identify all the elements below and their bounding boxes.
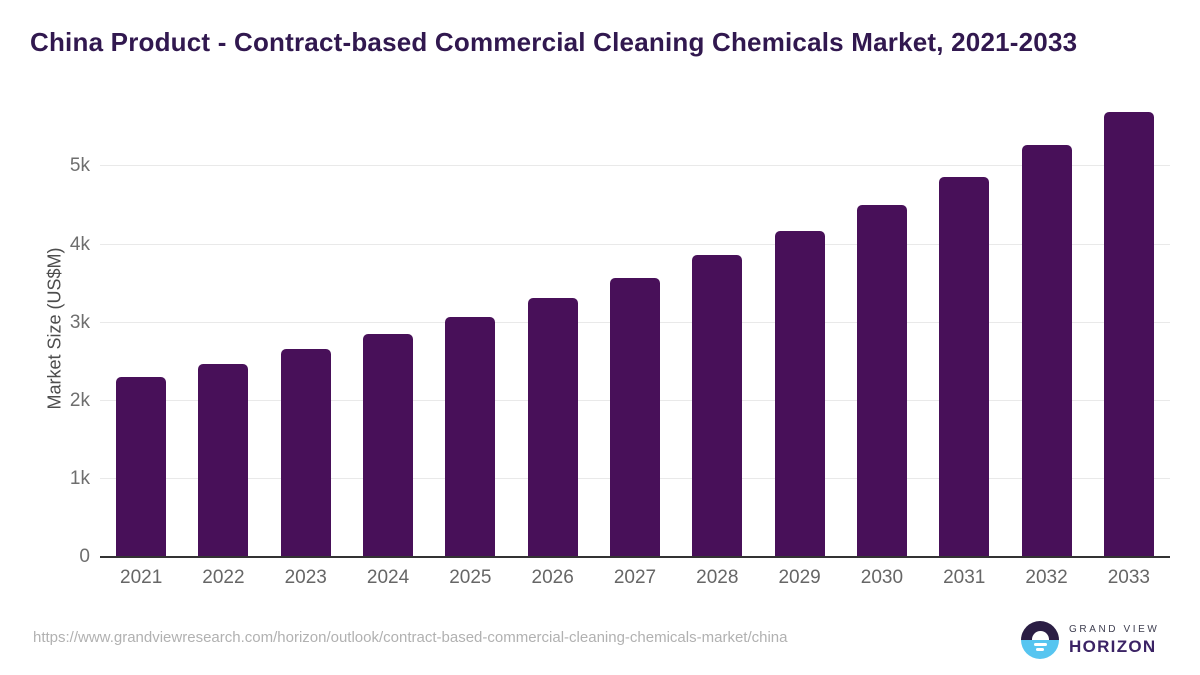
bar-2021[interactable]	[116, 377, 167, 557]
x-axis-line	[100, 556, 1170, 558]
bar-2029[interactable]	[774, 231, 825, 557]
y-axis-tick-labels: 0 1k 2k 3k 4k 5k	[30, 100, 90, 567]
logo-wordmark: GRAND VIEW HORIZON	[1069, 624, 1159, 657]
y-tick-3k: 3k	[69, 311, 90, 333]
bar-2027[interactable]	[610, 278, 660, 557]
reflection-line-2	[1036, 647, 1044, 651]
source-url: https://www.grandviewresearch.com/horizo…	[33, 629, 788, 646]
plot-area	[100, 100, 1170, 558]
x-tick-2028: 2028	[696, 567, 739, 588]
x-tick-2033: 2033	[1107, 567, 1150, 588]
bar-2024[interactable]	[363, 333, 414, 557]
y-tick-1k: 1k	[69, 467, 90, 489]
x-tick-2025: 2025	[449, 567, 492, 588]
gridline-5k	[100, 165, 1170, 167]
footer: https://www.grandviewresearch.com/horizo…	[0, 608, 1200, 675]
bar-2025[interactable]	[445, 317, 496, 557]
chart-title: China Product - Contract-based Commercia…	[30, 27, 1078, 57]
gridline-4k	[100, 243, 1170, 245]
bar-2026[interactable]	[527, 297, 578, 557]
horizon-sun-icon	[1021, 621, 1059, 659]
bar-2033[interactable]	[1103, 111, 1154, 557]
x-axis-tick-labels: 2021 2022 2023 2024 2025 2026 2027 2028 2029 2030…	[100, 567, 1170, 593]
x-tick-2023: 2023	[284, 567, 327, 588]
y-tick-0: 0	[79, 546, 90, 567]
y-tick-5k: 5k	[69, 155, 90, 177]
bar-2032[interactable]	[1021, 145, 1072, 557]
logo-horizon-text: HORIZON	[1069, 636, 1157, 656]
bar-2023[interactable]	[280, 349, 331, 557]
x-tick-2027: 2027	[613, 567, 657, 588]
logo-grand-view-text: GRAND VIEW	[1069, 623, 1160, 635]
grand-view-horizon-logo: GRAND VIEW HORIZON	[1021, 621, 1159, 659]
x-tick-2029: 2029	[778, 567, 821, 588]
x-tick-2022: 2022	[202, 567, 245, 588]
x-tick-2021: 2021	[120, 567, 163, 588]
x-tick-2031: 2031	[943, 567, 986, 588]
bar-2022[interactable]	[198, 364, 249, 557]
bar-2030[interactable]	[856, 205, 907, 557]
y-tick-2k: 2k	[69, 389, 90, 411]
y-tick-4k: 4k	[69, 233, 90, 255]
bar-2031[interactable]	[939, 176, 990, 557]
reflection-line-1	[1033, 642, 1047, 646]
bar-2028[interactable]	[692, 255, 743, 557]
x-tick-2032: 2032	[1025, 567, 1068, 588]
sun-dome-shape	[1031, 631, 1049, 640]
x-tick-2026: 2026	[531, 567, 574, 588]
x-tick-2030: 2030	[860, 567, 904, 588]
x-tick-2024: 2024	[366, 567, 410, 588]
